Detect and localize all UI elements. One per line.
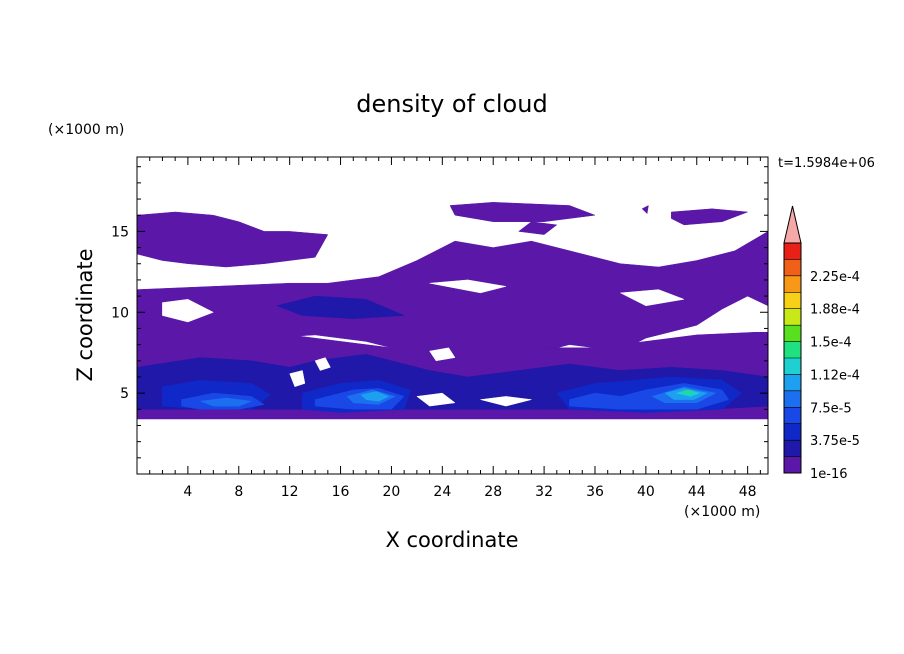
contour-region-22 bbox=[162, 299, 214, 323]
colorbar-swatch-5 bbox=[784, 374, 801, 391]
colorbar-label-6: 1e-16 bbox=[810, 467, 848, 482]
contour-region-15 bbox=[200, 397, 252, 407]
contour-region-18 bbox=[360, 391, 390, 402]
colorbar-swatch-10 bbox=[784, 292, 801, 309]
colorbar-swatch-8 bbox=[784, 325, 801, 342]
colorbar-swatch-3 bbox=[784, 407, 801, 424]
contour-field bbox=[136, 202, 769, 420]
colorbar-label-5: 3.75e-5 bbox=[810, 434, 860, 449]
contour-region-24 bbox=[619, 289, 685, 307]
colorbar-swatch-13 bbox=[784, 243, 801, 260]
plot-frame bbox=[136, 156, 769, 475]
colorbar-swatch-9 bbox=[784, 308, 801, 326]
x-tick-label-20: 20 bbox=[383, 484, 401, 500]
colorbar: 2.25e-4 1.88e-4 1.5e-4 1.12e-4 7.5e-5 3.75e-5… bbox=[783, 205, 860, 482]
colorbar-label-4: 7.5e-5 bbox=[810, 401, 852, 416]
y-tick-label-5: 5 bbox=[120, 386, 129, 402]
x-tick-label-48: 48 bbox=[739, 484, 757, 500]
x-axis-ticks: 4 8 12 16 20 24 28 32 36 40 44 48 bbox=[149, 157, 761, 500]
x-tick-label-4: 4 bbox=[183, 484, 192, 500]
x-tick-label-8: 8 bbox=[234, 484, 243, 500]
contour-region-5 bbox=[136, 230, 769, 358]
x-axis-label: X coordinate bbox=[385, 528, 518, 552]
contour-region-1 bbox=[449, 202, 596, 222]
y-axis-ticks: 5 10 15 bbox=[111, 166, 768, 459]
contour-region-28 bbox=[289, 370, 306, 388]
colorbar-swatch-12 bbox=[784, 259, 801, 276]
x-tick-label-28: 28 bbox=[484, 484, 502, 500]
contour-region-8 bbox=[276, 295, 405, 319]
contour-region-4 bbox=[641, 205, 649, 215]
colorbar-label-0: 2.25e-4 bbox=[810, 270, 860, 285]
colorbar-swatch-1 bbox=[784, 440, 801, 457]
colorbar-label-2: 1.5e-4 bbox=[810, 336, 852, 351]
contour-region-25 bbox=[728, 315, 769, 332]
colorbar-swatch-0 bbox=[784, 456, 801, 473]
contour-region-23 bbox=[429, 279, 506, 294]
x-tick-label-40: 40 bbox=[637, 484, 655, 500]
colorbar-swatch-7 bbox=[784, 341, 801, 358]
contour-region-29 bbox=[416, 392, 456, 407]
colorbar-swatch-6 bbox=[784, 358, 801, 375]
colorbar-swatch-2 bbox=[784, 423, 801, 441]
y-tick-label-15: 15 bbox=[111, 224, 129, 240]
contour-region-21 bbox=[681, 390, 695, 395]
colorbar-swatch-4 bbox=[784, 390, 801, 408]
colorbar-swatch-11 bbox=[784, 275, 801, 293]
x-tick-label-32: 32 bbox=[535, 484, 553, 500]
contour-region-0 bbox=[136, 211, 329, 268]
chart-title: density of cloud bbox=[356, 90, 547, 118]
y-axis-unit: (×1000 m) bbox=[48, 122, 124, 138]
contour-region-26 bbox=[429, 347, 456, 362]
x-axis-unit: (×1000 m) bbox=[684, 504, 760, 520]
x-tick-label-44: 44 bbox=[688, 484, 706, 500]
y-axis-label: Z coordinate bbox=[73, 248, 97, 381]
contour-region-27 bbox=[314, 357, 331, 371]
x-tick-label-36: 36 bbox=[586, 484, 604, 500]
x-tick-label-24: 24 bbox=[433, 484, 451, 500]
time-label: t=1.5984e+06 bbox=[778, 156, 875, 171]
y-tick-label-10: 10 bbox=[111, 305, 129, 321]
colorbar-label-3: 1.12e-4 bbox=[810, 368, 860, 383]
contour-region-30 bbox=[480, 396, 532, 407]
contour-region-2 bbox=[671, 208, 748, 226]
colorbar-extension bbox=[783, 205, 802, 244]
x-tick-label-16: 16 bbox=[332, 484, 350, 500]
x-tick-label-12: 12 bbox=[281, 484, 299, 500]
colorbar-label-1: 1.88e-4 bbox=[810, 303, 860, 318]
contour-region-3 bbox=[518, 221, 558, 235]
